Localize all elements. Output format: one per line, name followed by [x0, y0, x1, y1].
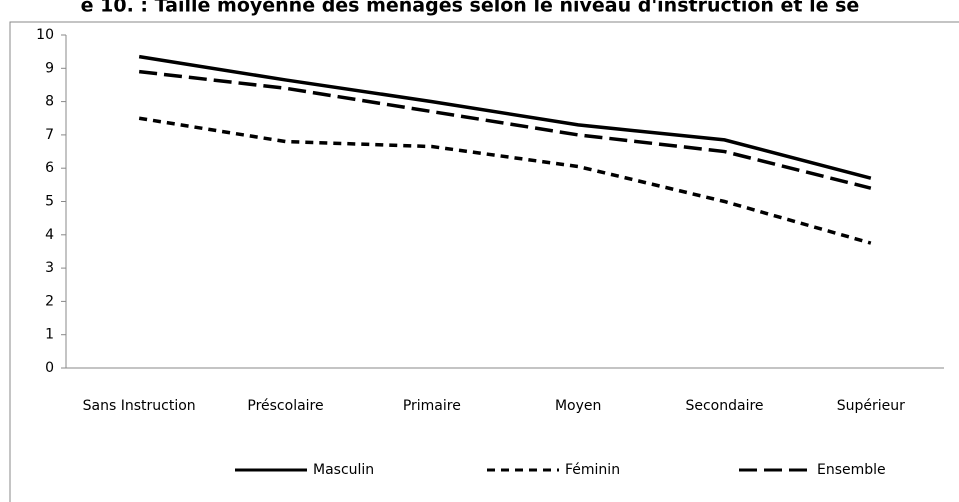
y-tick-label: 0: [45, 360, 54, 376]
y-tick-label: 10: [36, 27, 54, 43]
series-line: [138, 116, 872, 245]
y-tick-label: 7: [45, 127, 54, 143]
y-tick-label: 6: [45, 160, 54, 176]
x-tick-label: Moyen: [555, 398, 601, 414]
x-tick-label: Sans Instruction: [83, 398, 196, 414]
x-tick-label: Primaire: [403, 398, 461, 414]
y-tick-label: 8: [45, 94, 54, 110]
legend-label: Masculin: [313, 462, 374, 478]
y-tick-label: 1: [45, 327, 54, 343]
chart-title: e 10. : Taille moyenne des ménages selon…: [81, 0, 860, 17]
x-tick-label: Supérieur: [837, 398, 905, 414]
chart-border: [9, 21, 959, 502]
y-tick-label: 2: [45, 293, 54, 309]
series-line: [138, 54, 872, 180]
x-tick-label: Préscolaire: [247, 398, 323, 414]
y-tick-label: 5: [45, 194, 54, 210]
y-tick-label: 4: [45, 227, 54, 243]
legend-label: Ensemble: [817, 462, 886, 478]
series-line: [138, 69, 872, 190]
legend-label: Féminin: [565, 462, 620, 478]
y-tick-label: 9: [45, 60, 54, 76]
x-tick-label: Secondaire: [685, 398, 763, 414]
y-tick-label: 3: [45, 260, 54, 276]
